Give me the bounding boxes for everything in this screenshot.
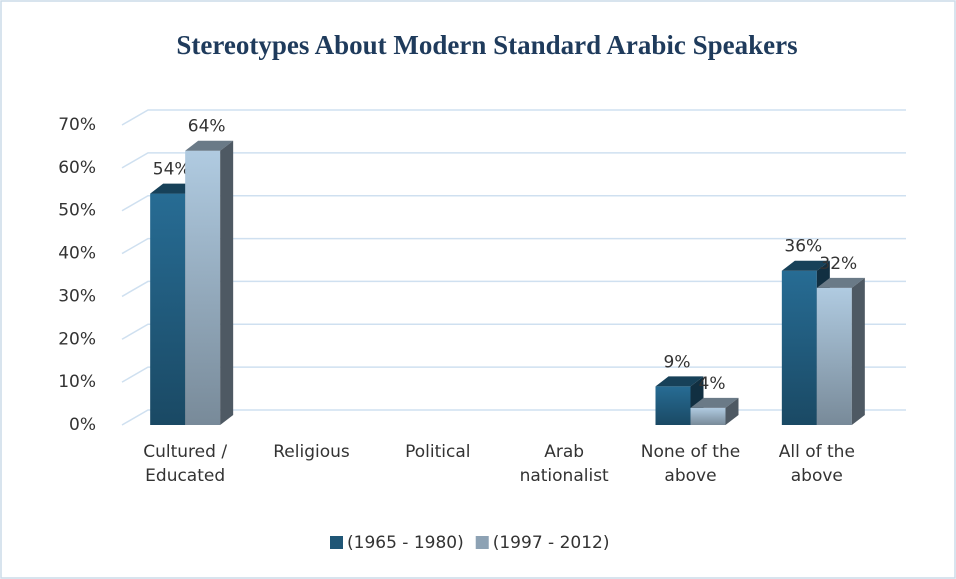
data-label: 32% bbox=[819, 254, 857, 274]
bar-front bbox=[816, 287, 852, 425]
y-tick-label: 60% bbox=[58, 158, 96, 178]
x-tick-label: All of the above bbox=[778, 442, 855, 486]
grid-line bbox=[121, 194, 906, 212]
bar bbox=[816, 277, 865, 425]
bar-top bbox=[690, 397, 739, 408]
y-tick-label: 70% bbox=[58, 115, 96, 135]
chart-title: Stereotypes About Modern Standard Arabic… bbox=[176, 30, 797, 60]
bar-top bbox=[781, 260, 830, 271]
bar-top bbox=[185, 140, 234, 151]
grid-line bbox=[121, 152, 906, 169]
x-tick-label: None of the above bbox=[640, 442, 741, 486]
bar-side bbox=[851, 277, 865, 425]
bar-front bbox=[781, 270, 817, 425]
grid-line bbox=[121, 280, 906, 298]
data-label: 4% bbox=[699, 374, 726, 394]
data-label: 54% bbox=[153, 160, 191, 180]
bar bbox=[185, 140, 234, 425]
bar-front bbox=[185, 150, 221, 425]
bar-side bbox=[725, 397, 739, 425]
data-label: 64% bbox=[188, 117, 226, 137]
y-tick-label: 50% bbox=[58, 201, 96, 221]
grid-line bbox=[121, 237, 906, 255]
legend-swatch bbox=[330, 536, 343, 549]
y-tick-label: 30% bbox=[58, 286, 96, 306]
y-tick-label: 20% bbox=[58, 329, 96, 349]
bar-top bbox=[655, 376, 704, 387]
bar-side bbox=[220, 140, 234, 425]
x-tick-label: Religious bbox=[273, 442, 350, 462]
bar bbox=[690, 397, 739, 425]
y-tick-label: 40% bbox=[58, 244, 96, 264]
x-tick-label: Cultured / Educated bbox=[143, 442, 228, 486]
grid-line bbox=[121, 109, 906, 126]
grid-line bbox=[121, 409, 906, 426]
y-tick-label: 10% bbox=[58, 372, 96, 392]
legend-label: (1965 - 1980) bbox=[347, 533, 464, 553]
data-label: 9% bbox=[664, 352, 691, 372]
data-label: 36% bbox=[784, 237, 822, 257]
x-tick-label: Arab nationalist bbox=[519, 442, 609, 486]
grid-line bbox=[121, 366, 906, 383]
bar-top bbox=[816, 277, 865, 288]
grid-line bbox=[121, 323, 906, 340]
y-tick-label: 0% bbox=[69, 415, 96, 435]
x-tick-label: Political bbox=[405, 442, 471, 462]
bar-front bbox=[150, 193, 186, 425]
bar-front bbox=[655, 386, 691, 425]
legend-swatch bbox=[475, 536, 489, 549]
bar-front bbox=[690, 407, 726, 425]
legend-label: (1997 - 2012) bbox=[493, 533, 610, 553]
